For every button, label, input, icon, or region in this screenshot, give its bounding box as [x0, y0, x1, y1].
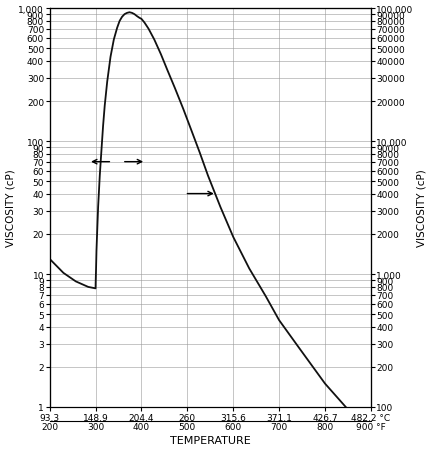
X-axis label: TEMPERATURE: TEMPERATURE — [170, 436, 251, 446]
Y-axis label: VISCOSITY (cP): VISCOSITY (cP) — [6, 169, 16, 247]
Y-axis label: VISCOSITY (cP): VISCOSITY (cP) — [416, 169, 426, 247]
